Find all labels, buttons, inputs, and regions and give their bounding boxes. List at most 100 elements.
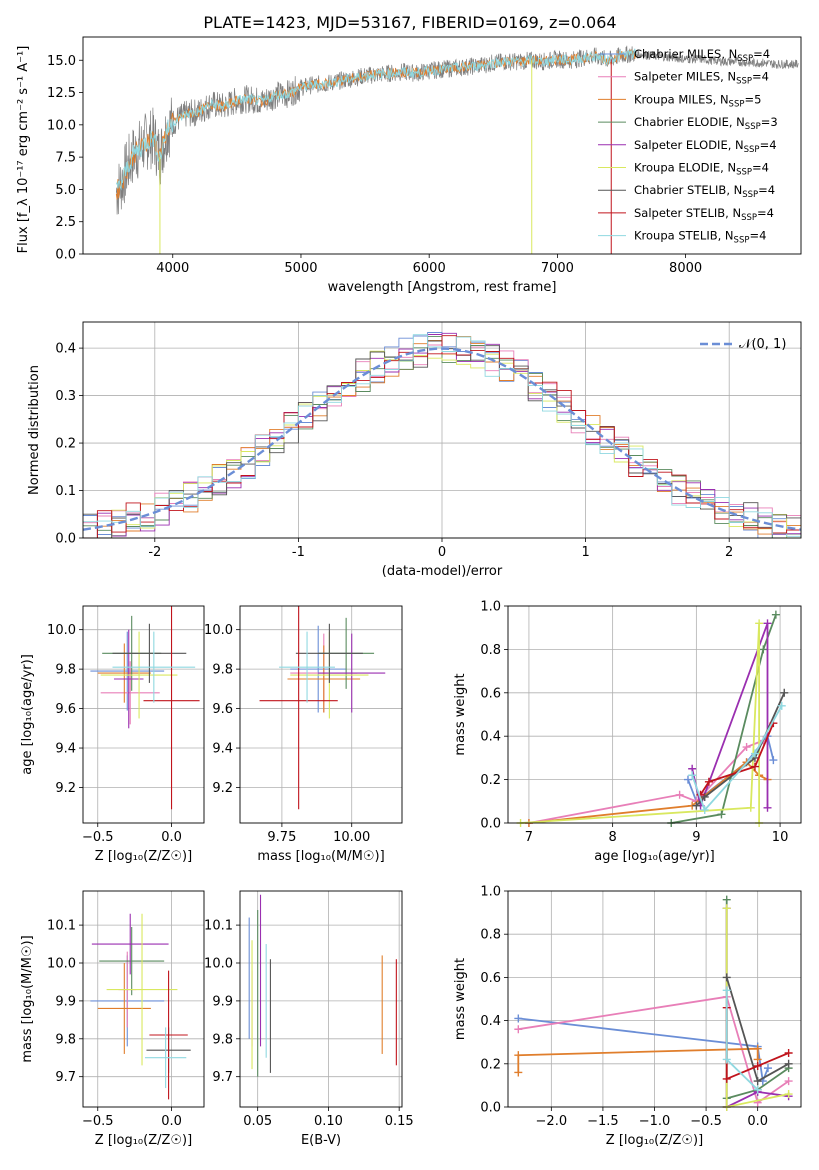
age-vs-mass-ytick-label: 9.8 — [212, 663, 233, 678]
weight-vs-age-marker — [692, 801, 701, 810]
residual-histogram-7 — [83, 335, 801, 538]
weight-vs-age-marker — [763, 803, 772, 812]
weight-vs-Z-series-line — [517, 1047, 759, 1073]
gaussian-curve — [83, 347, 801, 531]
age-vs-Z-ytick-label: 9.8 — [55, 663, 76, 678]
weight-vs-age-marker — [769, 756, 778, 765]
spectrum-xtick-label: 7000 — [541, 261, 574, 276]
weight-vs-Z-marker — [722, 986, 731, 995]
spectrum-ytick-label: 0.0 — [55, 248, 76, 263]
spectrum-plot — [115, 45, 799, 254]
age-vs-Z-ytick-label: 9.4 — [55, 742, 76, 757]
residuals-axes: -2 -1 0 1 2 0.0 0.1 0.2 0.3 0.4 (data-model)/error… — [27, 322, 801, 579]
weight-vs-age-series-line — [691, 705, 783, 812]
mass-vs-EBV-xlabel: E(B-V) — [301, 1133, 341, 1148]
weight-vs-age-marker — [675, 790, 684, 799]
weight-vs-Z-marker — [753, 1085, 762, 1094]
weight-vs-age-marker — [755, 619, 764, 628]
weight-vs-Z-marker — [784, 1077, 793, 1086]
mass-vs-EBV-ytick-label: 9.8 — [212, 1032, 233, 1047]
mass-vs-Z-xtick-label: 0.0 — [161, 1114, 182, 1129]
age-vs-mass-frame — [239, 605, 403, 824]
residuals-ytick-label: 0.2 — [55, 437, 76, 452]
legend-entry: Salpeter MILES, NSSP=4 — [634, 70, 769, 87]
age-vs-mass-xtick-label: 10.00 — [333, 830, 370, 845]
spectrum-ylabel: Flux [f_λ 10⁻¹⁷ erg cm⁻² s⁻¹ A⁻¹] — [16, 46, 31, 254]
residuals-ytick-label: 0.1 — [55, 484, 76, 499]
age-vs-mass-plot — [259, 606, 386, 810]
weight-vs-age-ytick-label: 1.0 — [480, 600, 501, 615]
weight-vs-age-marker — [717, 810, 726, 819]
age-vs-Z-axes: −0.5 0.0 9.2 9.4 9.6 9.8 10.0 Z [log₁₀(Z/Z☉)] ag… — [20, 606, 204, 864]
weight-vs-age-ytick-label: 0.2 — [480, 773, 501, 788]
weight-vs-age-ylabel: mass weight — [453, 673, 468, 755]
weight-vs-Z-ytick-label: 0.2 — [480, 1057, 501, 1072]
age-vs-Z-xtick-label: −0.5 — [82, 830, 114, 845]
spectrum-ytick-label: 10.0 — [47, 118, 76, 133]
weight-vs-age-marker — [700, 805, 709, 814]
weight-vs-Z-xtick-label: −0.5 — [690, 1114, 722, 1129]
mass-vs-EBV-ytick-label: 9.9 — [212, 994, 233, 1009]
weight-vs-Z-marker — [514, 1025, 523, 1034]
weight-vs-age-axes: 7 8 9 10 0.0 0.2 0.4 0.6 0.8 1.0 age [log₁₀(age/yr… — [453, 600, 801, 864]
spectrum-ytick-label: 15.0 — [47, 54, 76, 69]
weight-vs-Z-marker — [784, 1059, 793, 1068]
weight-vs-Z-marker — [753, 1044, 762, 1053]
weight-vs-age-frame — [507, 605, 802, 824]
residuals-xtick-label: 0 — [438, 545, 446, 560]
legend-entry: Kroupa ELODIE, NSSP=4 — [634, 161, 769, 178]
gaussian-legend-label: 𝒩(0, 1) — [739, 337, 786, 352]
age-vs-Z-frame — [82, 605, 205, 824]
weight-vs-age-ytick-label: 0.0 — [480, 817, 501, 832]
weight-vs-age-ytick-label: 0.4 — [480, 730, 501, 745]
spectrum-ytick-label: 12.5 — [47, 86, 76, 101]
mass-vs-Z-plot — [90, 913, 191, 1100]
weight-vs-Z-marker — [753, 1061, 762, 1070]
weight-vs-age-xtick-label: 7 — [525, 830, 533, 845]
age-vs-mass-xlabel: mass [log₁₀(M/M☉)] — [257, 849, 384, 864]
weight-vs-age-marker — [759, 645, 768, 654]
weight-vs-Z-plot — [514, 895, 793, 1111]
age-vs-mass-ytick-label: 9.6 — [212, 702, 233, 717]
weight-vs-Z-marker — [514, 1014, 523, 1023]
weight-vs-Z-marker — [784, 1090, 793, 1099]
weight-vs-Z-xtick-label: −2.0 — [536, 1114, 568, 1129]
weight-vs-age-marker — [780, 688, 789, 697]
spectrum-ytick-label: 5.0 — [55, 183, 76, 198]
mass-vs-Z-frame — [82, 890, 205, 1108]
spectrum-xtick-label: 5000 — [284, 261, 317, 276]
weight-vs-Z-marker — [514, 1051, 523, 1060]
mass-vs-EBV-xtick-label: 0.05 — [243, 1114, 272, 1129]
weight-vs-age-xtick-label: 9 — [692, 830, 700, 845]
weight-vs-age-marker — [750, 762, 759, 771]
weight-vs-Z-marker — [763, 1064, 772, 1073]
weight-vs-Z-xlabel: Z [log₁₀(Z/Z☉)] — [606, 1133, 703, 1148]
mass-vs-Z-ytick-label: 9.8 — [55, 1032, 76, 1047]
weight-vs-Z-xtick-label: −1.0 — [639, 1114, 671, 1129]
legend-entry: Chabrier ELODIE, NSSP=3 — [634, 115, 778, 132]
age-vs-Z-xlabel: Z [log₁₀(Z/Z☉)] — [95, 849, 192, 864]
mass-vs-EBV-plot — [248, 894, 397, 1077]
legend-entry: Salpeter STELIB, NSSP=4 — [634, 206, 774, 223]
weight-vs-age-series-line — [695, 692, 786, 807]
residuals-ytick-label: 0.3 — [55, 389, 76, 404]
mass-vs-Z-ytick-label: 9.7 — [55, 1070, 76, 1085]
weight-vs-age-marker — [771, 610, 780, 619]
weight-vs-age-marker — [742, 743, 751, 752]
weight-vs-age-marker — [777, 701, 786, 710]
spectrum-xtick-label: 4000 — [156, 261, 189, 276]
spectrum-legend: Chabrier MILES, NSSP=4 Salpeter MILES, NS… — [598, 47, 778, 246]
weight-vs-age-marker — [704, 777, 713, 786]
weight-vs-Z-frame — [507, 890, 802, 1108]
spectrum-frame — [82, 36, 802, 255]
legend-entry: Chabrier MILES, NSSP=4 — [634, 47, 770, 64]
residuals-ylabel: Normed distribution — [27, 365, 42, 495]
age-vs-Z-plot — [90, 606, 200, 810]
weight-vs-age-ytick-label: 0.8 — [480, 643, 501, 658]
weight-vs-age-xtick-label: 8 — [609, 830, 617, 845]
spectrum-axes: 4000 5000 6000 7000 8000 0.0 2.5 5.0 7.5 10.0 12.5… — [47, 54, 702, 295]
legend-entry: Chabrier STELIB, NSSP=4 — [634, 183, 775, 200]
residuals-xtick-label: -2 — [148, 545, 161, 560]
age-vs-mass-ytick-label: 9.2 — [212, 781, 233, 796]
